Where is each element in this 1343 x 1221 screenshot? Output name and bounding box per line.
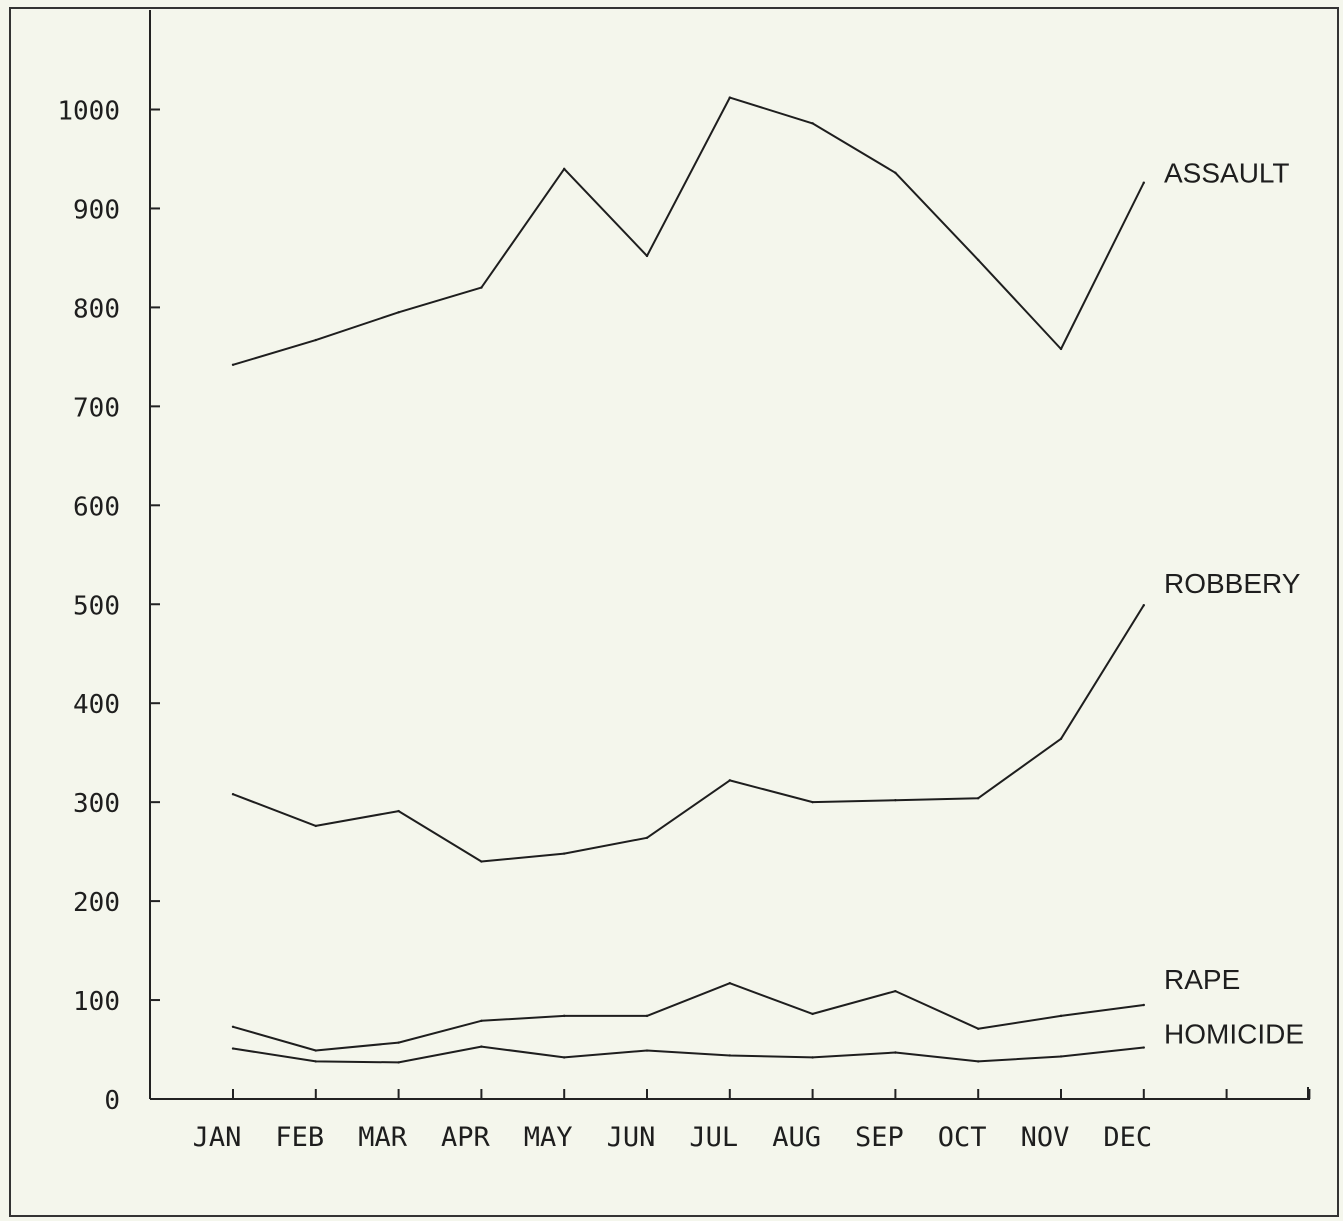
data-point-assault <box>894 171 897 175</box>
y-tick-label: 500 <box>73 591 120 621</box>
data-point-rape <box>314 1049 317 1052</box>
data-point-assault <box>480 286 483 289</box>
series-label-robbery: ROBBERY <box>1164 568 1301 599</box>
data-point-assault <box>397 311 400 314</box>
data-point-robbery <box>1059 737 1063 741</box>
series-line-rape <box>232 982 1144 1052</box>
data-point-assault <box>728 96 731 99</box>
series-group: ASSAULT ROBBERY RAPE HOMICIDE <box>231 96 1304 1064</box>
data-point-robbery <box>397 809 400 813</box>
data-point-assault <box>1059 347 1063 351</box>
series-label-homicide: HOMICIDE <box>1164 1019 1304 1050</box>
x-tick-label: AUG <box>772 1122 821 1153</box>
data-point-homicide <box>645 1049 649 1052</box>
data-point-robbery <box>231 793 235 796</box>
data-point-rape <box>728 982 731 985</box>
data-point-assault <box>645 254 649 258</box>
x-tick-label: APR <box>441 1122 491 1153</box>
data-point-robbery <box>480 860 483 863</box>
y-tick-label: 0 <box>104 1086 120 1116</box>
x-tick-label: DEC <box>1103 1122 1152 1153</box>
data-point-rape <box>231 1025 235 1028</box>
y-tick-label: 600 <box>73 492 120 522</box>
x-tick-label: MAR <box>358 1122 408 1153</box>
y-tick-label: 800 <box>73 294 120 324</box>
y-tick-label: 400 <box>73 690 120 720</box>
y-tick-label: 700 <box>73 393 120 423</box>
axes <box>149 10 1310 1100</box>
data-point-rape <box>894 989 897 993</box>
data-point-rape <box>397 1041 400 1044</box>
y-tick-label: 1000 <box>57 97 120 127</box>
x-tick-label: JUN <box>607 1122 656 1153</box>
y-tick-label: 100 <box>73 987 120 1017</box>
y-tick-label: 300 <box>73 789 120 819</box>
data-point-assault <box>811 122 814 125</box>
data-point-robbery <box>563 852 566 855</box>
data-point-homicide <box>314 1060 317 1063</box>
series-line-homicide <box>232 1045 1144 1064</box>
data-point-homicide <box>1142 1046 1146 1049</box>
data-point-rape <box>563 1014 566 1018</box>
data-point-homicide <box>894 1051 897 1054</box>
data-point-rape <box>480 1019 483 1023</box>
data-point-homicide <box>811 1056 814 1059</box>
data-point-robbery <box>1142 604 1146 607</box>
data-point-assault <box>231 363 235 366</box>
data-point-homicide <box>397 1061 400 1064</box>
data-point-assault <box>314 338 317 342</box>
x-tick-label: JUL <box>689 1122 738 1153</box>
data-point-homicide <box>563 1056 566 1059</box>
x-tick-label: JAN <box>193 1122 242 1153</box>
series-label-rape: RAPE <box>1164 964 1240 995</box>
data-point-robbery <box>811 800 814 804</box>
y-tick-label: 900 <box>73 195 120 225</box>
data-point-robbery <box>977 796 980 800</box>
data-point-assault <box>563 167 566 171</box>
x-tick-label: MAY <box>524 1122 573 1153</box>
data-point-robbery <box>645 836 649 839</box>
y-tick-label: 200 <box>73 888 120 918</box>
data-point-homicide <box>977 1060 980 1063</box>
data-point-assault <box>1142 181 1146 184</box>
x-tick-label: SEP <box>855 1122 904 1153</box>
series-line-assault <box>232 96 1145 366</box>
data-point-homicide <box>480 1045 483 1048</box>
x-tick-label: OCT <box>938 1122 987 1153</box>
data-point-rape <box>1142 1003 1146 1007</box>
x-tick-label: FEB <box>275 1122 324 1153</box>
chart-border <box>9 7 1339 1217</box>
data-point-rape <box>977 1027 980 1030</box>
data-point-rape <box>645 1014 649 1018</box>
data-point-homicide <box>1059 1055 1063 1058</box>
x-tick-label: NOV <box>1021 1122 1070 1153</box>
data-point-homicide <box>231 1047 235 1050</box>
data-point-rape <box>811 1012 814 1016</box>
series-line-robbery <box>232 604 1145 863</box>
y-axis-ticks: 0 100 200 300 400 500 600 700 800 900 1000 <box>57 97 160 1116</box>
x-axis-ticks: JAN FEB MAR APR MAY JUN JUL AUG SEP OCT NOV DEC <box>193 1087 1311 1153</box>
series-label-assault: ASSAULT <box>1164 158 1290 189</box>
data-point-assault <box>977 258 980 262</box>
data-point-robbery <box>894 798 897 802</box>
data-point-robbery <box>314 824 317 828</box>
data-point-homicide <box>728 1054 731 1057</box>
data-point-robbery <box>728 779 731 782</box>
data-point-rape <box>1059 1014 1063 1018</box>
